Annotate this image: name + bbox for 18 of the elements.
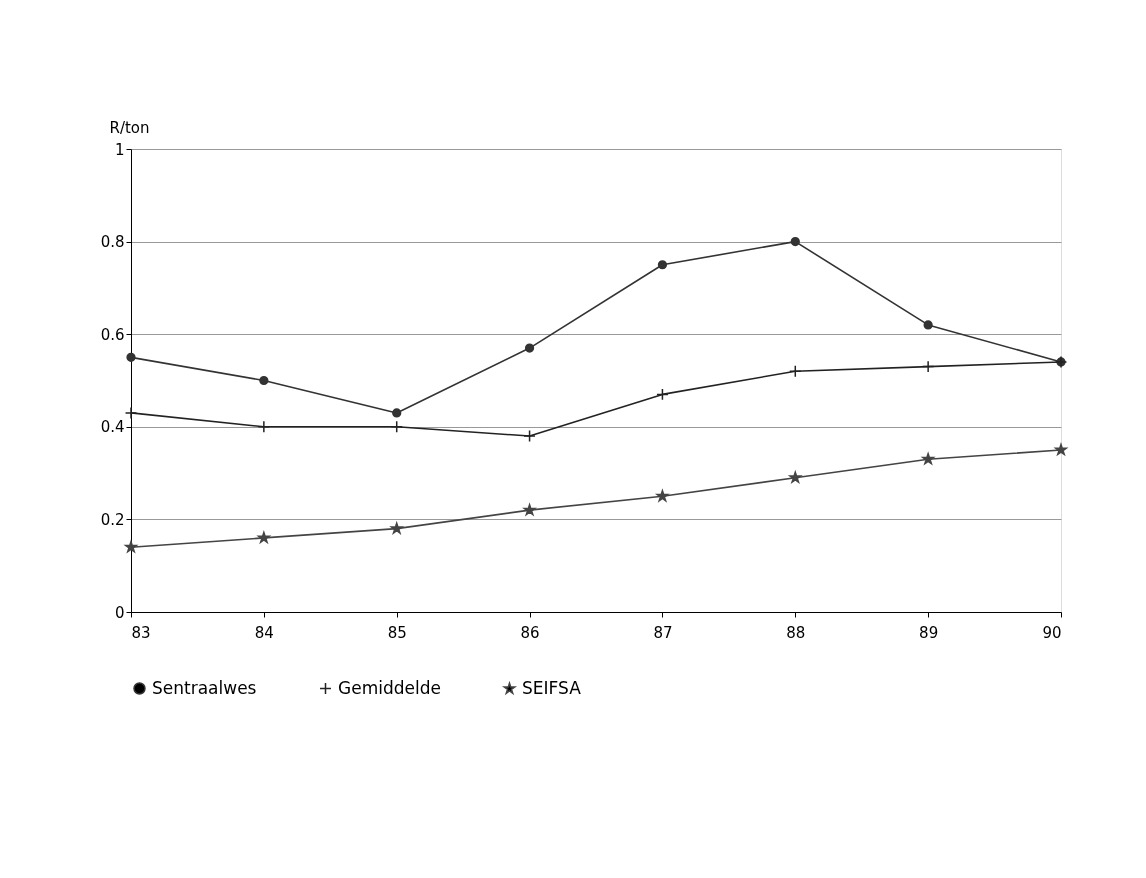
x-tick-label: 86 [520,623,540,642]
y-axis-title: R/ton [109,118,150,137]
y-tick-label: 0.4 [100,418,125,437]
legend-label: Sentraalwes [152,677,257,698]
x-tick-label: 88 [786,623,806,642]
legend-label: Gemiddelde [338,677,441,698]
y-tick-label: 0.2 [100,510,125,529]
y-tick-label: 0.6 [100,325,125,344]
legend-label: SEIFSA [522,677,582,698]
y-tick-label: 1 [114,140,125,159]
x-tick-label: 90 [1042,623,1062,642]
x-tick-label: 89 [919,623,939,642]
y-tick-label: 0 [114,603,125,622]
x-tick-label: 84 [254,623,274,642]
y-tick-label: 0.8 [100,233,125,252]
x-tick-label: 87 [653,623,673,642]
x-tick-label: 83 [131,623,151,642]
x-tick-label: 85 [387,623,407,642]
